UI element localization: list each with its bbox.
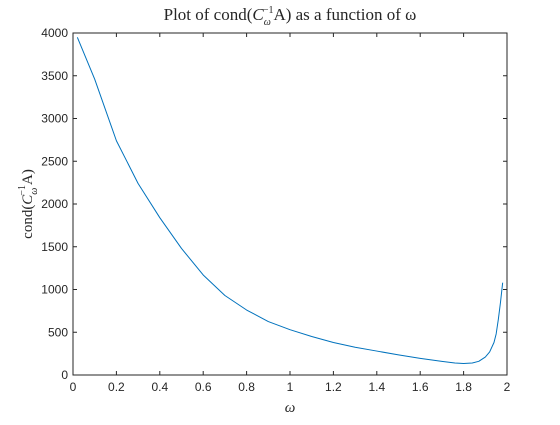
x-tick-label: 1.6 (412, 380, 429, 394)
x-tick-label: 1.4 (368, 380, 385, 394)
x-tick-label: 0 (70, 380, 77, 394)
y-tick-label: 2500 (41, 154, 68, 168)
x-axis-ticks: 0 0.2 0.4 0.6 0.8 1 1.2 1.4 1.6 1.8 2 (70, 33, 511, 394)
y-axis-label: cond(Cω−1A) (17, 169, 40, 239)
x-tick-label: 0.8 (238, 380, 255, 394)
axes-box (72, 32, 508, 376)
y-tick-label: 3500 (41, 69, 68, 83)
plot-area: 0 0.2 0.4 0.6 0.8 1 1.2 1.4 1.6 1.8 2 0 500 1000 1500… (41, 26, 510, 394)
y-tick-label: 0 (61, 368, 68, 382)
y-tick-label: 3000 (41, 112, 68, 126)
x-tick-label: 1.2 (325, 380, 342, 394)
x-tick-label: 0.6 (195, 380, 212, 394)
y-tick-label: 4000 (41, 26, 68, 40)
series-line-0 (76, 37, 504, 364)
x-tick-label: 1.8 (455, 380, 472, 394)
x-tick-label: 2 (504, 380, 511, 394)
x-tick-label: 0.2 (108, 380, 125, 394)
x-axis-label: ω (285, 400, 296, 416)
y-axis-ticks: 0 500 1000 1500 2000 2500 3000 3500 4000 (41, 26, 507, 382)
series-layer (76, 37, 504, 364)
y-tick-label: 1500 (41, 240, 68, 254)
y-tick-label: 1000 (41, 283, 68, 297)
chart-title: Plot of cond(Cω−1A) as a function of ω (164, 5, 417, 28)
x-tick-label: 0.4 (151, 380, 168, 394)
x-tick-label: 1 (287, 380, 294, 394)
y-tick-label: 500 (48, 325, 68, 339)
y-tick-label: 2000 (41, 197, 68, 211)
